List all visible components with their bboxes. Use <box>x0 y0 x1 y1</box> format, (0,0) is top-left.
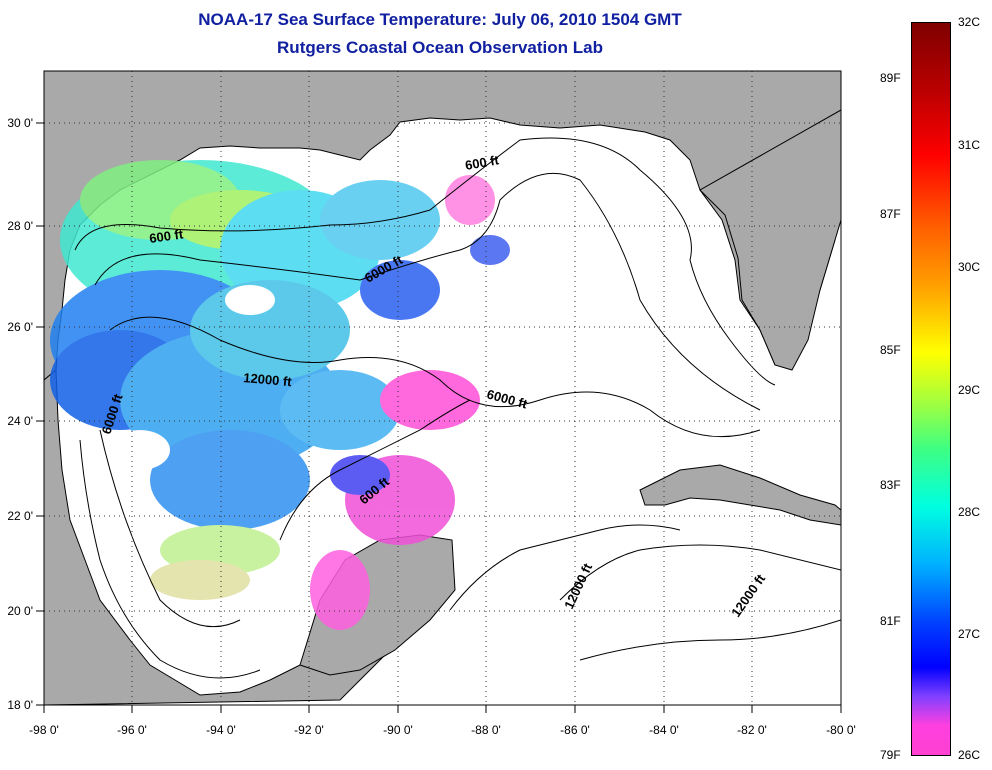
x-tick-label: -90 0' <box>383 723 413 737</box>
y-tick-label: 20 0' <box>7 604 33 618</box>
contour-label: 12000 ft <box>243 370 293 389</box>
x-tick-label: -88 0' <box>471 723 501 737</box>
land-cuba <box>639 464 841 526</box>
y-tick-label: 22 0' <box>7 509 33 523</box>
lat-lon-grid <box>44 71 841 705</box>
colorbar-label-f: 83F <box>880 478 901 492</box>
y-tick-label: 24 0' <box>7 414 33 428</box>
colorbar-label-f: 79F <box>880 748 901 762</box>
y-tick-label: 26 0' <box>7 320 33 334</box>
x-tick-label: -82 0' <box>737 723 767 737</box>
contour-label: 600 ft <box>464 152 501 173</box>
map-subtitle: Rutgers Coastal Ocean Observation Lab <box>277 38 603 57</box>
x-tick-label: -80 0' <box>826 723 856 737</box>
colorbar-label-c: 28C <box>958 505 981 519</box>
colorbar-label-f: 87F <box>880 207 901 221</box>
x-tick-label: -86 0' <box>560 723 590 737</box>
colorbar-label-f: 81F <box>880 614 901 628</box>
x-tick-label: -92 0' <box>294 723 324 737</box>
y-tick-label: 30 0' <box>7 116 33 130</box>
colorbar-label-c: 30C <box>958 260 981 274</box>
colorbar-label-c: 31C <box>958 138 981 152</box>
bathymetry-contours <box>74 137 841 679</box>
colorbar-label-c: 32C <box>958 15 981 29</box>
land-florida <box>699 109 841 371</box>
axis-ticks <box>36 122 842 713</box>
temperature-colorbar <box>911 22 951 756</box>
sst-map: 600 ft 6000 ft 12000 ft 6000 ft 600 ft 6… <box>7 70 856 737</box>
y-tick-label: 28 0' <box>7 219 33 233</box>
colorbar-label-c: 27C <box>958 627 981 641</box>
x-tick-label: -84 0' <box>649 723 679 737</box>
x-tick-label: -94 0' <box>206 723 236 737</box>
colorbar-label-f: 89F <box>880 71 901 85</box>
contour-label: 600 ft <box>148 226 184 246</box>
sst-data-layer <box>50 160 510 630</box>
colorbar-label-c: 26C <box>958 748 981 762</box>
x-tick-label: -96 0' <box>117 723 147 737</box>
map-frame <box>43 70 842 706</box>
map-title: NOAA-17 Sea Surface Temperature: July 06… <box>198 10 682 29</box>
colorbar-label-c: 29C <box>958 383 981 397</box>
y-tick-label: 18 0' <box>7 698 33 712</box>
colorbar-label-f: 85F <box>880 343 901 357</box>
x-tick-label: -98 0' <box>29 723 59 737</box>
